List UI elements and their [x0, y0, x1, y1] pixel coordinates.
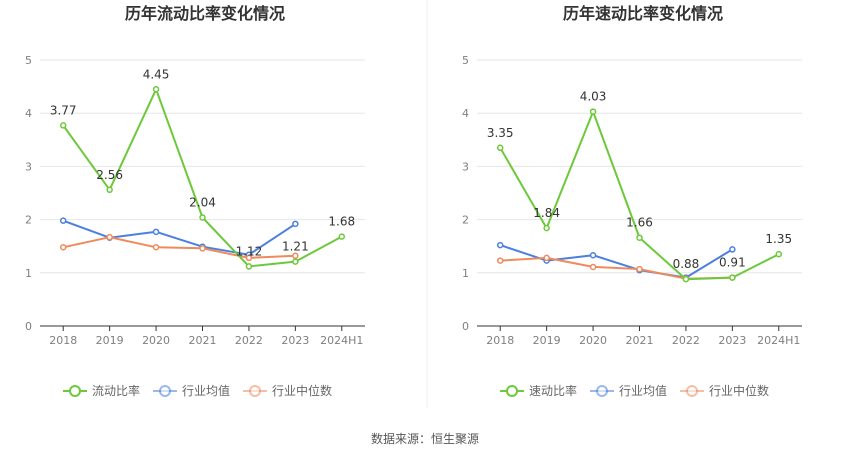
- x-tick-label: 2023: [718, 334, 746, 347]
- y-tick-label: 5: [25, 54, 32, 67]
- data-point[interactable]: [589, 251, 597, 259]
- legend-label: 行业中位数: [272, 383, 332, 398]
- legend-marker-icon: [686, 385, 698, 397]
- legend-quick-ratio[interactable]: 速动比率: [500, 383, 577, 398]
- legend-current-ratio[interactable]: 流动比率: [63, 383, 140, 398]
- data-point[interactable]: [636, 234, 643, 241]
- data-label: 1.35: [765, 232, 792, 246]
- y-tick-label: 3: [25, 160, 32, 173]
- data-label: 4.45: [143, 67, 170, 81]
- y-tick-label: 4: [462, 107, 469, 120]
- data-label: 0.88: [673, 257, 700, 271]
- y-tick-label: 0: [25, 320, 32, 333]
- data-point[interactable]: [636, 265, 643, 273]
- x-tick-label: 2018: [486, 334, 514, 347]
- legend-marker-icon: [69, 385, 81, 397]
- legend-marker-icon: [596, 385, 608, 397]
- legend-label: 速动比率: [529, 383, 577, 398]
- legend-industry-median[interactable]: 行业中位数: [243, 383, 332, 398]
- data-point[interactable]: [59, 122, 67, 129]
- data-point[interactable]: [682, 275, 690, 283]
- data-point[interactable]: [59, 217, 67, 224]
- x-tick-label: 2022: [672, 334, 700, 347]
- data-label: 1.84: [533, 206, 560, 220]
- x-tick-label: 2023: [281, 334, 309, 347]
- data-point[interactable]: [152, 244, 160, 251]
- data-point[interactable]: [496, 241, 504, 249]
- x-tick-label: 2022: [235, 334, 263, 347]
- y-tick-label: 5: [462, 54, 469, 67]
- x-tick-label: 2021: [189, 334, 217, 347]
- y-tick-label: 1: [25, 267, 32, 280]
- data-point[interactable]: [543, 224, 550, 232]
- chart-title: 历年流动比率变化情况: [125, 4, 285, 23]
- x-tick-label: 2024H1: [320, 334, 363, 347]
- data-point[interactable]: [152, 228, 160, 236]
- source-note: 数据来源：恒生聚源: [371, 431, 479, 446]
- data-point[interactable]: [152, 86, 160, 93]
- data-label: 3.77: [50, 103, 77, 117]
- data-label: 3.35: [487, 126, 514, 140]
- y-tick-label: 2: [25, 214, 32, 227]
- data-point[interactable]: [292, 252, 299, 260]
- data-point[interactable]: [292, 220, 299, 228]
- y-tick-label: 4: [25, 107, 32, 120]
- data-point[interactable]: [106, 233, 113, 241]
- data-label: 1.68: [328, 215, 355, 229]
- data-point[interactable]: [199, 245, 206, 252]
- series-line: [499, 110, 780, 281]
- legend-marker-icon: [506, 385, 518, 397]
- x-tick-label: 2021: [626, 334, 654, 347]
- data-point[interactable]: [775, 250, 783, 258]
- legend-label: 行业均值: [182, 383, 230, 398]
- x-tick-label: 2019: [96, 334, 124, 347]
- data-point[interactable]: [496, 257, 504, 264]
- data-point[interactable]: [543, 254, 550, 262]
- legend-industry-mean[interactable]: 行业均值: [153, 383, 230, 398]
- data-label: 2.04: [189, 195, 216, 209]
- series-line: [62, 236, 296, 259]
- current-ratio-chart: 历年流动比率变化情况 0 1 2 3 4 5 2018 2019 2020 2021 2022 2023…: [25, 4, 365, 398]
- data-label: 4.03: [580, 90, 607, 104]
- x-tick-label: 2024H1: [757, 334, 800, 347]
- quick-ratio-chart: 历年速动比率变化情况 0 1 2 3 4 5 2018 2019 2020 2021 2022 2023…: [462, 4, 802, 398]
- legend-marker-icon: [249, 385, 261, 397]
- x-tick-label: 2020: [579, 334, 607, 347]
- data-point[interactable]: [338, 233, 346, 240]
- y-tick-label: 0: [462, 320, 469, 333]
- data-point[interactable]: [496, 144, 504, 152]
- data-point[interactable]: [292, 258, 299, 265]
- data-point[interactable]: [729, 246, 736, 253]
- legend-industry-median[interactable]: 行业中位数: [680, 383, 769, 398]
- data-point[interactable]: [106, 186, 113, 194]
- data-point[interactable]: [59, 244, 67, 251]
- y-tick-label: 1: [462, 267, 469, 280]
- data-point[interactable]: [589, 108, 597, 115]
- x-tick-label: 2018: [49, 334, 77, 347]
- legend-label: 行业中位数: [709, 383, 769, 398]
- data-label: 1.12: [236, 244, 263, 258]
- data-point[interactable]: [245, 263, 253, 270]
- chart-title: 历年速动比率变化情况: [563, 4, 723, 23]
- series-line: [62, 219, 296, 256]
- data-label: 0.91: [719, 256, 746, 270]
- y-tick-label: 3: [462, 160, 469, 173]
- data-label: 1.21: [282, 240, 309, 254]
- data-point[interactable]: [245, 254, 253, 262]
- legend-label: 行业均值: [619, 383, 667, 398]
- data-point[interactable]: [729, 274, 736, 281]
- y-tick-label: 2: [462, 214, 469, 227]
- data-label: 1.66: [626, 216, 653, 230]
- legend-label: 流动比率: [92, 383, 140, 398]
- legend-industry-mean[interactable]: 行业均值: [590, 383, 667, 398]
- data-point[interactable]: [589, 263, 597, 271]
- x-tick-label: 2020: [142, 334, 170, 347]
- data-label: 2.56: [96, 168, 123, 182]
- data-point[interactable]: [199, 214, 206, 221]
- x-tick-label: 2019: [533, 334, 561, 347]
- legend-marker-icon: [159, 385, 171, 397]
